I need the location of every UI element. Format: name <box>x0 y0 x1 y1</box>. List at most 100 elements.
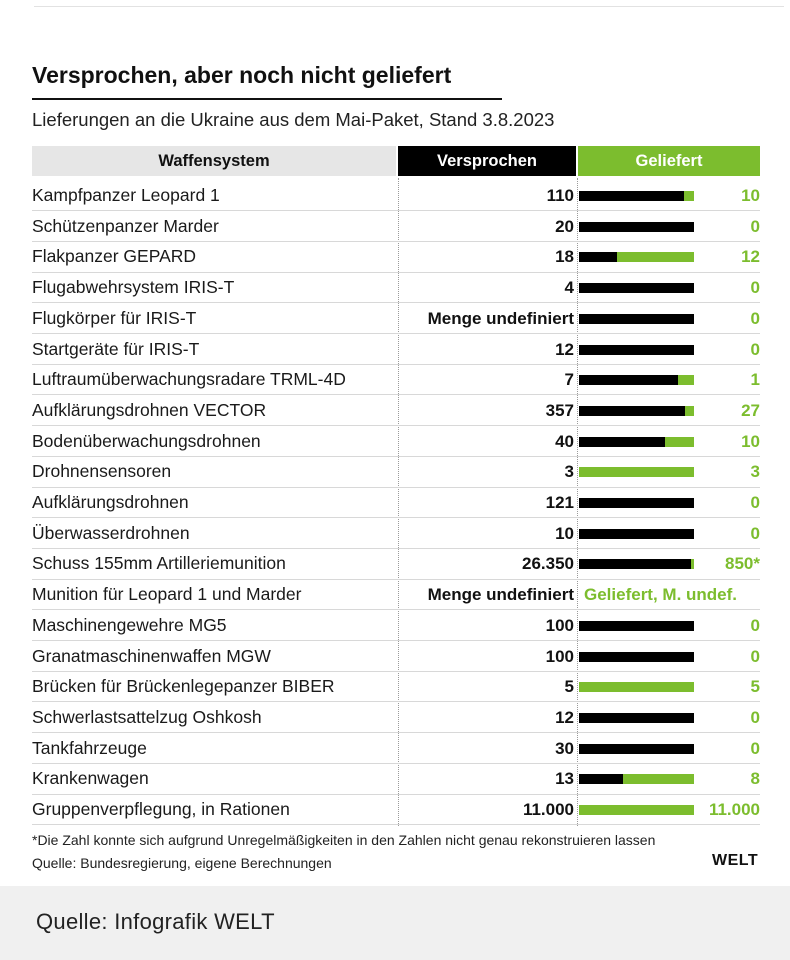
row-delivered-value: 0 <box>750 523 760 543</box>
row-delivered-value: 0 <box>750 216 760 236</box>
promised-bar <box>579 620 694 631</box>
row-delivered-value: 3 <box>750 462 760 482</box>
row-system-name: Bodenüberwachungsdrohnen <box>32 430 261 451</box>
table-row: Tankfahrzeuge 30 0 <box>32 733 760 764</box>
row-separator <box>32 210 760 212</box>
row-separator <box>32 302 760 304</box>
row-delivered-value: Geliefert, M. undef. <box>584 585 738 605</box>
row-delivered-value: 27 <box>741 400 760 420</box>
table-header: Waffensystem Versprochen Geliefert <box>32 146 760 176</box>
promised-bar <box>579 712 694 723</box>
row-system-name: Flugkörper für IRIS-T <box>32 307 197 328</box>
row-separator <box>32 517 760 519</box>
row-separator <box>32 455 760 457</box>
row-delivered-value: 0 <box>750 278 760 298</box>
row-delivered-value: 1 <box>750 370 760 390</box>
row-system-name: Gruppenverpflegung, in Rationen <box>32 799 290 819</box>
row-promised-value: 357 <box>545 400 574 420</box>
row-delivered-value: 11.000 <box>708 800 760 819</box>
row-delivered-value: 0 <box>750 339 760 359</box>
delivered-bar <box>690 559 694 570</box>
table-row: Gruppenverpflegung, in Rationen 11.000 11.… <box>32 794 760 825</box>
delivered-bar <box>579 682 694 693</box>
row-delivered-value: 10 <box>741 431 760 451</box>
promised-bar <box>579 528 694 539</box>
row-system-name: Aufklärungsdrohnen <box>32 492 189 512</box>
delivered-bar <box>622 774 694 785</box>
table-row: Aufklärungsdrohnen VECTOR 357 27 <box>32 395 760 426</box>
row-separator <box>32 271 760 273</box>
row-system-name: Aufklärungsdrohnen VECTOR <box>32 399 267 420</box>
table-row: Luftraumüberwachungsradare TRML-4D 7 1 <box>32 364 760 395</box>
promised-bar <box>579 221 694 232</box>
table-row: Schuss 155mm Artilleriemunition 26.350 850… <box>32 548 760 579</box>
row-delivered-value: 850* <box>725 554 760 574</box>
table-row: Bodenüberwachungsdrohnen 40 10 <box>32 426 760 457</box>
table-row: Krankenwagen 13 8 <box>32 763 760 794</box>
row-delivered-value: 0 <box>750 646 760 666</box>
promised-bar <box>579 651 694 662</box>
row-promised-value: Menge undefiniert <box>427 585 574 605</box>
row-promised-value: 40 <box>555 431 574 451</box>
promised-bar <box>579 405 694 416</box>
row-promised-value: Menge undefiniert <box>427 308 574 328</box>
delivered-bar <box>665 436 694 447</box>
row-separator <box>32 486 760 488</box>
table-row: Brücken für Brückenlegepanzer BIBER 5 5 <box>32 671 760 702</box>
row-separator <box>32 762 760 764</box>
chart-title: Versprochen, aber noch nicht geliefert <box>32 62 452 88</box>
row-system-name: Granatmaschinenwaffen MGW <box>32 645 271 666</box>
title-underline <box>32 98 502 100</box>
table-row: Überwasserdrohnen 10 0 <box>32 518 760 549</box>
row-system-name: Brücken für Brückenlegepanzer BIBER <box>32 676 335 697</box>
row-delivered-value: 0 <box>750 493 760 512</box>
promised-bar <box>579 467 694 478</box>
column-divider-left <box>398 178 399 826</box>
row-promised-value: 20 <box>555 216 574 236</box>
row-system-name: Flugabwehrsystem IRIS-T <box>32 277 235 298</box>
promised-bar <box>579 313 694 324</box>
row-separator <box>32 701 760 703</box>
delivered-bar <box>677 375 694 386</box>
row-promised-value: 13 <box>555 769 574 789</box>
table-row: Granatmaschinenwaffen MGW 100 0 <box>32 641 760 672</box>
promised-bar <box>579 805 694 815</box>
promised-bar <box>579 375 694 386</box>
row-system-name: Schuss 155mm Artilleriemunition <box>32 553 286 574</box>
row-system-name: Schwerlastsattelzug Oshkosh <box>32 706 262 727</box>
row-promised-value: 12 <box>555 339 574 359</box>
table-row: Maschinengewehre MG5 100 0 <box>32 610 760 641</box>
chart-subtitle: Lieferungen an die Ukraine aus dem Mai-P… <box>32 109 555 130</box>
table-row: Aufklärungsdrohnen 121 0 <box>32 487 760 518</box>
row-delivered-value: 0 <box>750 738 760 758</box>
row-system-name: Schützenpanzer Marder <box>32 215 219 236</box>
row-separator <box>32 363 760 365</box>
row-separator <box>32 732 760 734</box>
footnote: *Die Zahl konnte sich aufgrund Unregelmä… <box>32 832 656 848</box>
promised-bar <box>579 743 694 754</box>
row-promised-value: 4 <box>564 278 574 298</box>
promised-bar <box>579 682 694 693</box>
promised-bar <box>579 436 694 447</box>
table-row: Flugkörper für IRIS-T Menge undefiniert 0 <box>32 303 760 334</box>
row-delivered-value: 0 <box>750 615 760 635</box>
row-separator <box>32 640 760 641</box>
row-delivered-value: 10 <box>741 186 760 205</box>
row-separator <box>32 793 760 795</box>
row-promised-value: 11.000 <box>522 800 574 819</box>
row-delivered-value: 0 <box>750 707 760 727</box>
row-system-name: Krankenwagen <box>32 768 149 789</box>
table-row: Flugabwehrsystem IRIS-T 4 0 <box>32 272 760 303</box>
row-separator <box>32 670 760 672</box>
promised-bar <box>579 252 694 263</box>
row-delivered-value: 8 <box>750 769 760 789</box>
promised-bar <box>579 559 694 570</box>
delivered-bar <box>579 805 694 815</box>
promised-bar <box>579 344 694 355</box>
row-promised-value: 5 <box>564 677 574 697</box>
brand-logo: WELT <box>712 852 759 869</box>
row-separator <box>32 824 760 826</box>
row-system-name: Luftraumüberwachungsradare TRML-4D <box>32 369 346 390</box>
row-promised-value: 3 <box>564 462 574 482</box>
row-separator <box>32 609 760 611</box>
